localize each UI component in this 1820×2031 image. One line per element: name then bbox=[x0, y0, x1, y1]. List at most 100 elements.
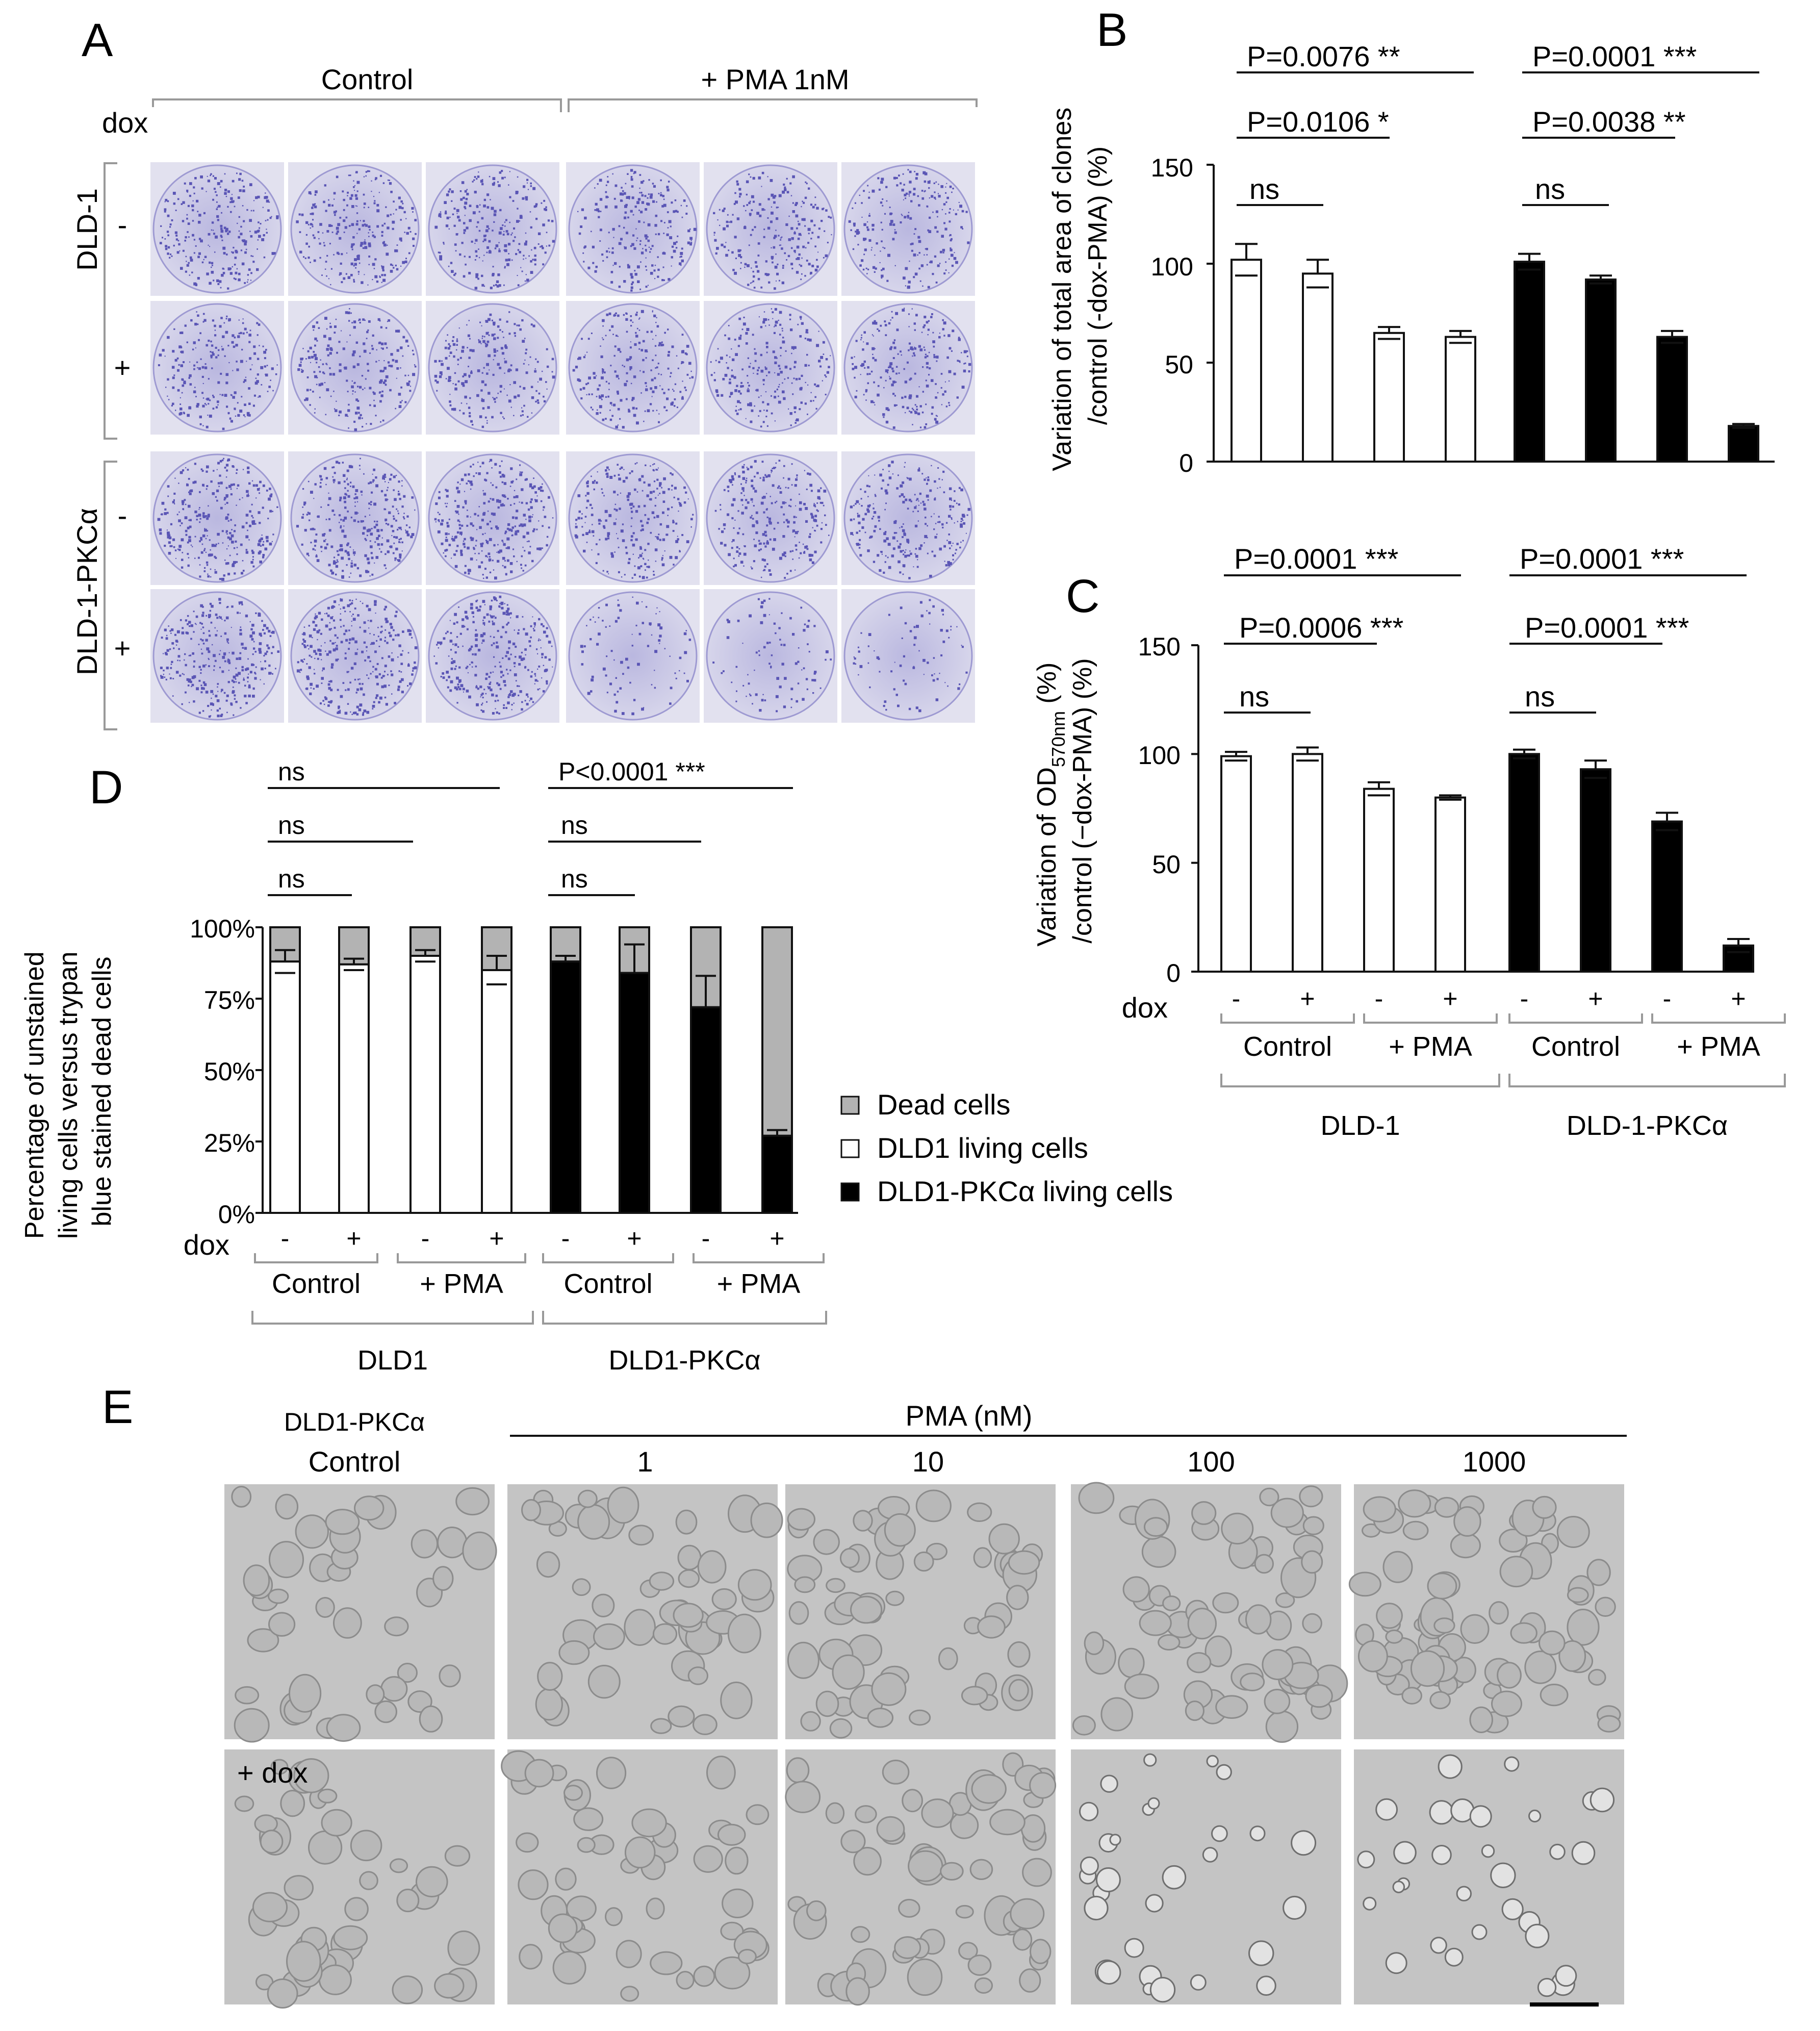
cell bbox=[1030, 1939, 1052, 1964]
plate-colonies bbox=[157, 458, 278, 581]
cell bbox=[1540, 1684, 1569, 1707]
cell bbox=[366, 1684, 385, 1705]
cell bbox=[938, 1647, 958, 1670]
cell bbox=[1162, 1865, 1187, 1890]
panel-e-letter: E bbox=[102, 1381, 133, 1433]
cell bbox=[268, 1612, 296, 1637]
cell bbox=[714, 1956, 751, 1990]
e-conc-100: 100 bbox=[1187, 1445, 1235, 1478]
cell bbox=[1084, 1631, 1105, 1656]
cell bbox=[800, 1711, 821, 1732]
x-cellline-bracket bbox=[251, 1311, 534, 1325]
cell bbox=[737, 1569, 772, 1601]
cell bbox=[706, 1756, 736, 1790]
cell bbox=[1555, 1965, 1577, 1987]
plate-dish bbox=[568, 303, 698, 433]
cell bbox=[1143, 1517, 1168, 1537]
bracket-pkc bbox=[104, 461, 117, 730]
cell bbox=[1481, 1844, 1495, 1858]
cell bbox=[907, 1958, 943, 1996]
d-tick-75: 75% bbox=[204, 986, 255, 1014]
cell bbox=[915, 1489, 952, 1522]
cell bbox=[359, 1871, 378, 1890]
d-tick-50: 50% bbox=[204, 1057, 255, 1086]
cell bbox=[1588, 1669, 1606, 1686]
bar bbox=[1363, 788, 1395, 973]
plate-colonies bbox=[713, 171, 832, 290]
plate-dish bbox=[706, 303, 835, 433]
cell bbox=[1191, 1501, 1217, 1525]
cell bbox=[913, 1551, 934, 1572]
cell bbox=[1248, 1940, 1274, 1966]
cell bbox=[876, 1816, 905, 1842]
cell bbox=[977, 1615, 1006, 1639]
cell bbox=[967, 1502, 992, 1522]
b-sig-5: P=0.0038 ** bbox=[1532, 106, 1685, 138]
panel-c-x-labels: - + - + - + - + Control + PMA Control + PMA DLD-1 DLD… bbox=[1220, 984, 1786, 1141]
bar bbox=[1445, 336, 1476, 463]
cell bbox=[1007, 1641, 1031, 1668]
cell bbox=[325, 1509, 360, 1535]
c-sig-1: P=0.0001 *** bbox=[1234, 543, 1398, 575]
cell bbox=[1402, 1520, 1429, 1540]
c-sig-6: ns bbox=[1525, 680, 1555, 713]
cell bbox=[1109, 1834, 1121, 1846]
cell bbox=[1291, 1830, 1317, 1856]
cell bbox=[675, 1509, 698, 1535]
cell bbox=[1206, 1755, 1219, 1768]
cell bbox=[1006, 1585, 1029, 1610]
cell bbox=[787, 1508, 816, 1531]
cell bbox=[516, 1832, 539, 1853]
cell bbox=[519, 1944, 543, 1970]
bar bbox=[1585, 278, 1617, 463]
cell bbox=[737, 1949, 757, 1964]
x-treatment-bracket bbox=[542, 1253, 674, 1263]
cell bbox=[354, 1495, 384, 1521]
x-treatment-label: + PMA bbox=[717, 1268, 801, 1299]
bar bbox=[1508, 753, 1540, 973]
cell bbox=[989, 1809, 1026, 1836]
b-tick-150: 150 bbox=[1151, 154, 1193, 182]
cell bbox=[1302, 1516, 1324, 1535]
cell bbox=[1567, 1587, 1589, 1603]
e-row-header-line1: DLD1-PKCα bbox=[284, 1408, 425, 1436]
cell bbox=[1401, 1687, 1422, 1705]
c-sig-5: P=0.0001 *** bbox=[1525, 612, 1689, 644]
cell bbox=[315, 1597, 335, 1618]
e-conc-10: 10 bbox=[912, 1445, 944, 1478]
cell bbox=[1501, 1898, 1524, 1920]
b-tick-50: 50 bbox=[1165, 350, 1193, 379]
cell bbox=[693, 1714, 717, 1735]
cell bbox=[407, 1690, 432, 1713]
cell bbox=[902, 1789, 923, 1813]
cell bbox=[444, 1845, 471, 1867]
plate-colonies bbox=[577, 169, 697, 292]
cell bbox=[1524, 1651, 1557, 1684]
cell bbox=[885, 1590, 905, 1606]
cell bbox=[955, 1905, 974, 1919]
x-treatment-bracket bbox=[1220, 1013, 1355, 1024]
cell bbox=[1528, 1809, 1542, 1823]
bar bbox=[1723, 944, 1754, 973]
cell bbox=[521, 1499, 541, 1521]
cell bbox=[1202, 1847, 1218, 1863]
cell bbox=[624, 1609, 656, 1646]
cell bbox=[988, 1523, 1020, 1555]
plate-dish bbox=[706, 164, 835, 294]
cell bbox=[318, 1964, 352, 1995]
plate-colonies bbox=[574, 462, 694, 579]
cell bbox=[620, 1986, 639, 2002]
plate-grid bbox=[150, 162, 975, 723]
plate-dish bbox=[290, 164, 420, 294]
cell bbox=[969, 1859, 993, 1881]
plate-colonies bbox=[572, 310, 694, 429]
cell bbox=[260, 1830, 284, 1854]
cell bbox=[1211, 1825, 1228, 1842]
legend-dld1: DLD1 living cells bbox=[877, 1132, 1088, 1164]
cell bbox=[853, 1510, 873, 1532]
cell bbox=[850, 1595, 883, 1624]
d-sig-6: ns bbox=[561, 865, 588, 893]
cell bbox=[974, 1977, 993, 1994]
cell bbox=[1187, 1608, 1217, 1640]
x-cellline-label: DLD-1 bbox=[1320, 1110, 1400, 1141]
